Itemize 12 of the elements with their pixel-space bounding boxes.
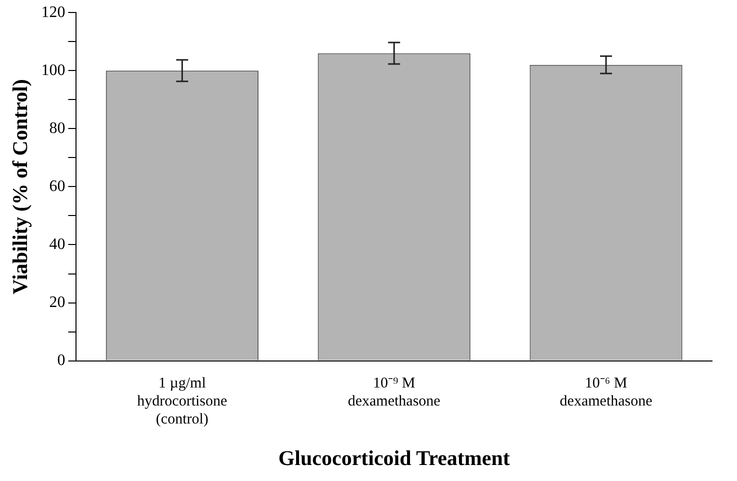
x-axis-title: Glucocorticoid Treatment: [278, 446, 510, 470]
y-tick-label: 40: [49, 236, 66, 253]
y-tick-label: 80: [49, 120, 66, 137]
x-tick-label: 10⁻⁶ M dexamethasone: [560, 376, 653, 410]
x-tick-label: 1 µg/ml hydrocortisone (control): [137, 376, 228, 428]
x-tick-label: 10⁻⁹ M dexamethasone: [348, 376, 441, 410]
y-tick-label: 60: [49, 178, 66, 195]
y-tick-label: 100: [41, 62, 66, 79]
y-axis-title: Viability (% of Control): [8, 79, 32, 294]
y-tick-label: 20: [49, 294, 66, 311]
y-tick-label: 120: [41, 4, 66, 21]
y-tick-label: 0: [57, 352, 66, 370]
